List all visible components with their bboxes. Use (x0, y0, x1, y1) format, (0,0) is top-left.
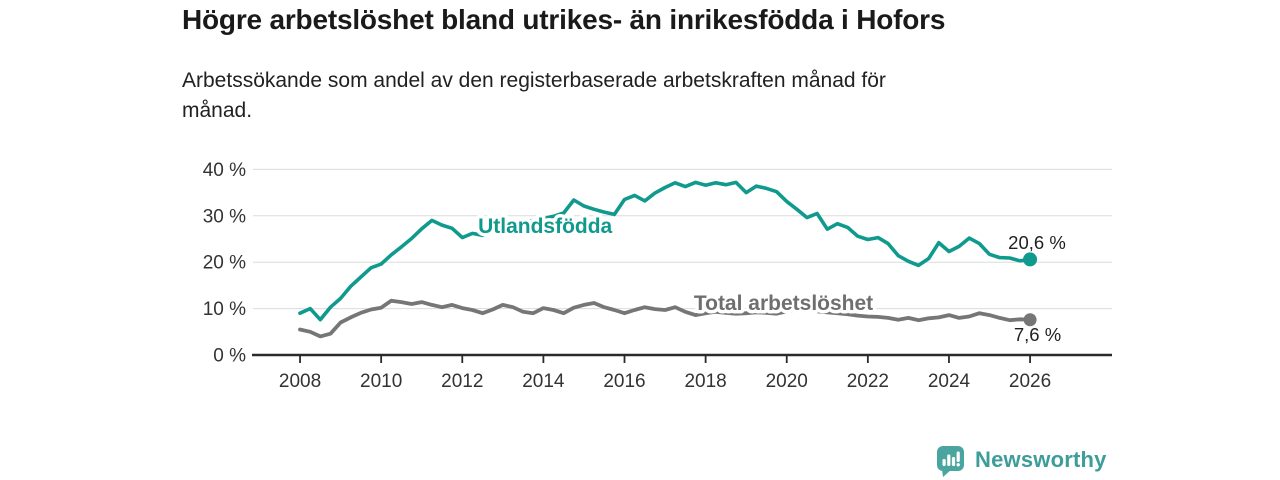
y-tick-label: 30 % (203, 206, 246, 227)
x-tick-label: 2014 (522, 371, 565, 392)
series-line-utlandsfodda (298, 180, 1032, 322)
annotation-series-label-utlandsfodda: Utlandsfödda (478, 215, 612, 238)
x-tick-label: 2008 (279, 371, 321, 392)
end-dot-total-arbetsloshet (1023, 313, 1037, 327)
x-tick-label: 2010 (360, 371, 402, 392)
chart-subtitle: Arbetssökande som andel av den registerb… (182, 66, 886, 126)
x-tick-label: 2018 (684, 371, 726, 392)
x-tick-label: 2024 (928, 371, 971, 392)
y-tick-label: 10 % (203, 299, 246, 320)
x-tick-label: 2026 (1009, 371, 1051, 392)
x-tick-label: 2022 (847, 371, 889, 392)
annotation-end-value-utlandsfodda: 20,6 % (1008, 232, 1066, 253)
brand-name: Newsworthy (975, 447, 1107, 472)
brand-footer: Newsworthy (933, 443, 1107, 477)
annotation-series-label-total: Total arbetslöshet (694, 292, 873, 315)
chart-title: Högre arbetslöshet bland utrikes- än inr… (182, 4, 946, 35)
x-tick-label: 2016 (603, 371, 645, 392)
y-tick-label: 20 % (203, 253, 246, 274)
end-dot-utlandsfodda (1023, 252, 1038, 267)
x-tick-label: 2020 (766, 371, 808, 392)
chart-subtitle-line2: månad. (182, 99, 253, 123)
x-tick-label: 2012 (441, 371, 483, 392)
annotation-end-value-total: 7,6 % (1014, 324, 1061, 345)
newsworthy-logo-icon (937, 446, 964, 477)
y-tick-label: 0 % (213, 346, 246, 367)
series-line-total-arbetsloshet (298, 298, 1032, 339)
chart-subtitle-line1: Arbetssökande som andel av den registerb… (182, 69, 886, 92)
y-tick-label: 40 % (203, 160, 246, 181)
